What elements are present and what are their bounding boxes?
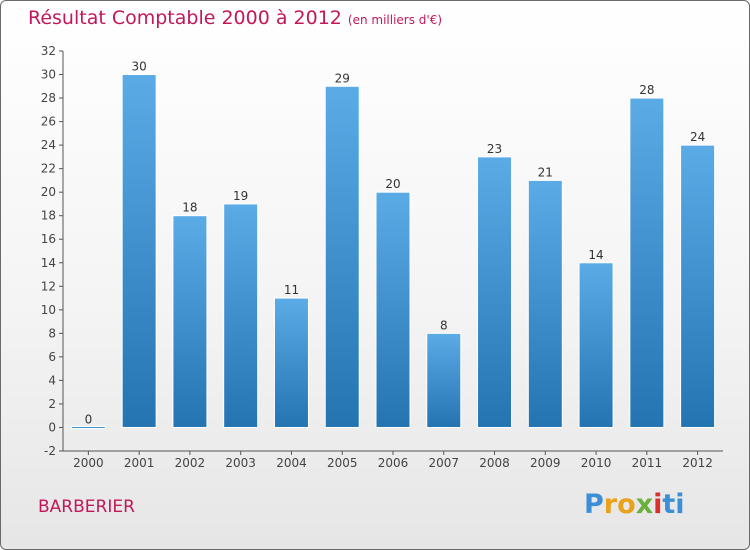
y-tick-label: 14 <box>41 256 56 270</box>
brand-letter: r <box>603 489 618 520</box>
x-tick-label: 2011 <box>632 456 663 470</box>
value-label-2001: 30 <box>132 60 147 74</box>
brand-logo: Proxiti <box>584 489 685 520</box>
bar-2008 <box>477 156 513 428</box>
y-tick-label: 16 <box>41 232 56 246</box>
label-layer: 2000 0 2001 30 2002 18 2003 19 2004 11 2005 29 2006 2… <box>73 60 713 470</box>
value-label-2006: 20 <box>385 177 400 191</box>
chart-subtitle: (en milliers d'€) <box>347 13 443 27</box>
x-tick-label: 2003 <box>225 456 256 470</box>
value-label-2011: 28 <box>639 83 654 97</box>
value-label-2010: 14 <box>588 248 603 262</box>
commune-name: BARBERIER <box>38 497 135 517</box>
y-tick-label: 18 <box>41 209 56 223</box>
brand-letter: i <box>675 489 685 520</box>
brand-letter: x <box>635 489 654 520</box>
value-label-2009: 21 <box>538 165 553 179</box>
brand-letter: i <box>653 489 663 520</box>
y-tick-label: 20 <box>41 185 56 199</box>
x-tick-label: 2004 <box>276 456 307 470</box>
y-tick-label: 24 <box>41 138 56 152</box>
y-tick-label: 8 <box>48 326 56 340</box>
y-tick-label: 2 <box>48 397 56 411</box>
x-tick-label: 2006 <box>378 456 409 470</box>
x-tick-label: 2001 <box>124 456 155 470</box>
y-tick-label: 28 <box>41 91 56 105</box>
x-tick-label: 2005 <box>327 456 358 470</box>
value-label-2008: 23 <box>487 142 502 156</box>
bar-2005 <box>324 85 360 428</box>
x-tick-label: 2012 <box>682 456 713 470</box>
x-tick-label: 2010 <box>581 456 612 470</box>
x-tick-label: 2007 <box>428 456 459 470</box>
y-tick-label: 26 <box>41 115 56 129</box>
x-tick-label: 2002 <box>175 456 206 470</box>
bar-layer <box>70 74 716 429</box>
bar-2002 <box>172 215 208 428</box>
brand-letter: P <box>584 489 604 520</box>
y-tick-label: 22 <box>41 162 56 176</box>
bar-2006 <box>375 191 411 428</box>
title-text: Résultat Comptable 2000 à 2012 <box>28 7 342 29</box>
bar-2001 <box>121 74 157 428</box>
value-label-2007: 8 <box>440 318 448 332</box>
y-tick-label: 32 <box>41 44 56 58</box>
bar-2011 <box>629 97 665 428</box>
value-label-2002: 18 <box>182 201 197 215</box>
value-label-2000: 0 <box>85 412 93 426</box>
value-label-2012: 24 <box>690 130 705 144</box>
y-tick-label: 10 <box>41 303 56 317</box>
value-label-2005: 29 <box>335 71 350 85</box>
y-tick-label: 6 <box>48 350 56 364</box>
y-tick-label: 12 <box>41 279 56 293</box>
brand-letter: o <box>617 489 636 520</box>
chart-title: Résultat Comptable 2000 à 2012 (en millie… <box>28 7 442 29</box>
x-tick-label: 2008 <box>479 456 510 470</box>
bar-2003 <box>223 203 259 428</box>
value-label-2003: 19 <box>233 189 248 203</box>
bar-2010 <box>578 262 614 428</box>
bar-2000 <box>70 425 106 429</box>
bar-2012 <box>680 144 716 428</box>
x-tick-label: 2000 <box>73 456 104 470</box>
y-tick-label: -2 <box>44 444 56 458</box>
x-tick-label: 2009 <box>530 456 561 470</box>
bar-2007 <box>426 332 462 428</box>
y-tick-label: 4 <box>48 373 56 387</box>
y-tick-label: 30 <box>41 68 56 82</box>
bar-2009 <box>527 179 563 428</box>
brand-letter: t <box>662 489 676 520</box>
bar-2004 <box>273 297 309 428</box>
value-label-2004: 11 <box>284 283 299 297</box>
y-tick-label: 0 <box>48 420 56 434</box>
